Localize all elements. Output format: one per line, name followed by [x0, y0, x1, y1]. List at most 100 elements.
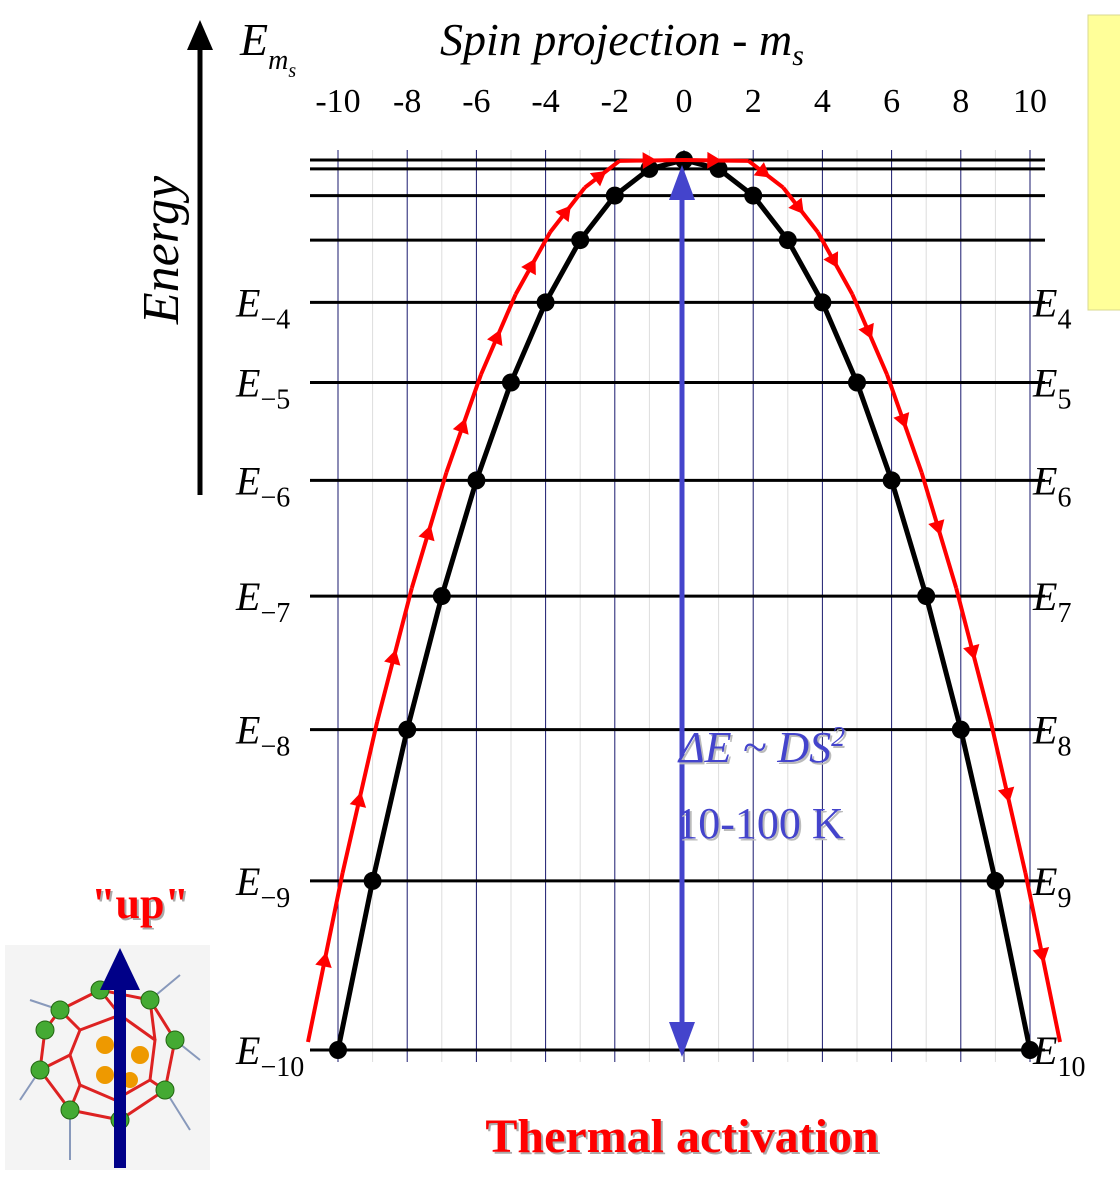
energy-point [709, 159, 728, 178]
transition-segment [1023, 872, 1062, 1043]
transition-segment [683, 151, 749, 169]
level-subscript: 4 [1057, 304, 1071, 335]
x-tick-label: 8 [952, 83, 969, 120]
level-subscript: −10 [260, 1052, 304, 1083]
note-box [1087, 14, 1120, 311]
level-label-left: E−4 [235, 280, 290, 335]
energy-point [848, 373, 866, 392]
transition-segment [781, 186, 820, 234]
level-subscript: −4 [260, 304, 290, 335]
level-subscript: 5 [1057, 385, 1071, 416]
level-symbol: E [1032, 280, 1057, 325]
level-symbol: E [235, 1028, 260, 1073]
axis-symbol-subsub: s [288, 60, 296, 82]
x-tick-label: 2 [745, 83, 762, 120]
range-label: 10-100 K [676, 799, 844, 848]
level-symbol: E [1032, 574, 1057, 619]
level-label-left: E−8 [235, 708, 290, 763]
process-label: Thermal activation [485, 1110, 878, 1163]
energy-point [917, 587, 936, 606]
transition-segment [988, 721, 1028, 874]
level-subscript: −6 [260, 482, 290, 513]
energy-point [536, 293, 555, 312]
x-tick-label: 10 [1013, 83, 1047, 120]
level-symbol: E [1032, 708, 1057, 753]
level-subscript: 6 [1057, 482, 1071, 513]
transition-segment [306, 872, 345, 1043]
axis-symbol-main: E [239, 14, 268, 65]
barrier-arrowhead [669, 1022, 695, 1057]
energy-arrowhead [187, 20, 213, 50]
level-label-left: E−10 [235, 1028, 304, 1083]
level-symbol: E [1032, 859, 1057, 904]
levels: E−4 E4E−5 E5E−6 E6E−7 E7E−8 E8E−9 E9E−10 E10 [235, 158, 1085, 1083]
energy-point [398, 720, 417, 739]
energy-point [813, 293, 832, 312]
transition-segment [513, 231, 552, 296]
level-label-right: E6 [1032, 458, 1071, 513]
transition-segment [747, 159, 785, 190]
x-tick-label: -8 [393, 83, 421, 120]
energy-point [467, 471, 486, 490]
energy-point [986, 871, 1005, 890]
barrier-text: ΔE ~ DS [677, 723, 831, 772]
level-subscript: −8 [260, 732, 290, 763]
x-tick-label: -10 [315, 83, 360, 120]
level-subscript: 8 [1057, 732, 1071, 763]
transition-segment [816, 231, 855, 296]
level-label-left: E−9 [235, 859, 290, 914]
level-subscript: 9 [1057, 883, 1071, 914]
level-symbol: E [1032, 458, 1057, 503]
transition-segment [850, 293, 889, 376]
title-main: Spin projection - m [440, 14, 792, 65]
energy-point [951, 720, 970, 739]
energy-point [744, 186, 763, 205]
transition-segment [548, 186, 587, 234]
level-label-right: E8 [1032, 708, 1071, 763]
energy-point [363, 871, 382, 890]
energy-point [882, 471, 901, 490]
transition-segment [954, 587, 993, 723]
chart-title: Spin projection - ms [440, 14, 804, 72]
energy-point [329, 1041, 347, 1059]
barrier-sup: 2 [831, 722, 845, 753]
x-tick-label: 4 [814, 83, 831, 120]
level-subscript: 7 [1057, 598, 1071, 629]
x-tick-label: -2 [601, 83, 629, 120]
transition-segment [919, 471, 959, 589]
transition-segment [340, 721, 380, 874]
level-symbol: E [235, 859, 260, 904]
axis-symbol: Ems [239, 14, 296, 82]
energy-point [605, 186, 624, 205]
level-symbol: E [235, 280, 260, 325]
transition-segment [583, 159, 621, 190]
level-label-left: E−5 [235, 361, 290, 416]
transition-segment [409, 471, 449, 589]
energy-point [778, 231, 797, 250]
molecule [5, 945, 210, 1170]
level-symbol: E [1032, 361, 1057, 406]
transition-segment [375, 587, 414, 723]
x-tick-label: -6 [462, 83, 490, 120]
axis-symbol-sub: m [268, 45, 288, 76]
transition-segment [479, 293, 518, 376]
transition-segment [444, 373, 483, 474]
y-label: Energy [133, 175, 190, 325]
level-symbol: E [235, 574, 260, 619]
title-sub: s [792, 39, 804, 72]
x-tick-label: -4 [531, 83, 559, 120]
transition-segment [885, 373, 924, 474]
barrier-arrowhead [669, 165, 695, 200]
level-label-right: E4 [1032, 280, 1071, 335]
level-label-right: E7 [1032, 574, 1071, 629]
level-label-left: E−7 [235, 574, 290, 629]
level-label-right: E9 [1032, 859, 1071, 914]
level-subscript: −7 [260, 598, 290, 629]
state-label: "up" [91, 879, 189, 928]
barrier-label: ΔE ~ DS2 [677, 722, 845, 772]
level-symbol: E [235, 708, 260, 753]
level-symbol: E [235, 361, 260, 406]
level-symbol: E [235, 458, 260, 503]
